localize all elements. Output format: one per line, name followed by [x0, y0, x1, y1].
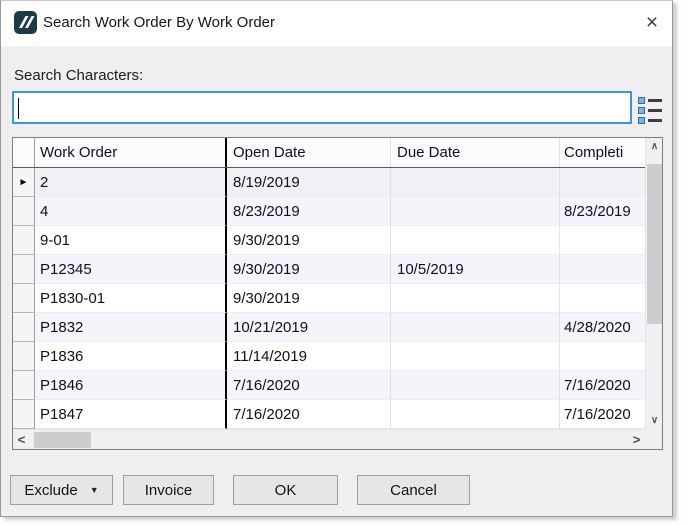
cell-work-order: 9-01: [35, 226, 227, 255]
row-selector-marker-icon[interactable]: ►: [13, 168, 35, 197]
scroll-down-icon[interactable]: ∨: [650, 415, 659, 426]
row-selector[interactable]: [13, 226, 35, 255]
work-order-table: Work Order Open Date Due Date Completi ►…: [12, 137, 663, 450]
table-row[interactable]: P1846 7/16/2020 7/16/2020: [13, 371, 645, 400]
cell-completion: [560, 226, 645, 255]
cell-due-date: [391, 197, 560, 226]
close-icon[interactable]: ×: [645, 11, 659, 34]
cell-open-date: 11/14/2019: [227, 342, 391, 371]
cell-completion: 8/23/2019: [560, 197, 645, 226]
column-header-due-date[interactable]: Due Date: [391, 138, 560, 167]
dialog-title: Search Work Order By Work Order: [43, 14, 276, 31]
row-selector[interactable]: [13, 400, 35, 429]
cell-completion: [560, 255, 645, 284]
cell-due-date: [391, 371, 560, 400]
exclude-button-label: Exclude: [24, 481, 78, 499]
cell-open-date: 9/30/2019: [227, 284, 391, 313]
search-work-order-dialog: Search Work Order By Work Order × Search…: [0, 0, 673, 517]
cell-work-order: 4: [35, 197, 227, 226]
search-input[interactable]: [12, 91, 632, 124]
cell-due-date: [391, 342, 560, 371]
scroll-right-icon[interactable]: >: [632, 432, 641, 447]
cell-work-order: 2: [35, 168, 227, 197]
exclude-button[interactable]: Exclude ▼: [10, 475, 113, 505]
cell-work-order: P1832: [35, 313, 227, 342]
vertical-scrollbar[interactable]: ∧ ∨: [645, 138, 662, 429]
row-selector[interactable]: [13, 342, 35, 371]
cell-open-date: 7/16/2020: [227, 400, 391, 429]
column-header-completion[interactable]: Completi: [564, 144, 624, 161]
cell-completion: 7/16/2020: [560, 371, 645, 400]
cell-due-date: 10/5/2019: [391, 255, 560, 284]
cell-work-order: P12345: [35, 255, 227, 284]
cell-completion: [560, 342, 645, 371]
cell-completion: 4/28/2020: [560, 313, 645, 342]
title-bar: Search Work Order By Work Order ×: [1, 1, 672, 46]
table-row[interactable]: 9-01 9/30/2019: [13, 226, 645, 255]
text-caret: [18, 98, 19, 119]
cell-open-date: 7/16/2020: [227, 371, 391, 400]
cell-work-order: P1830-01: [35, 284, 227, 313]
horizontal-scroll-thumb[interactable]: [34, 432, 91, 448]
app-logo-icon: [14, 11, 37, 34]
table-row[interactable]: P1832 10/21/2019 4/28/2020: [13, 313, 645, 342]
scrollbar-corner: [645, 429, 662, 449]
cell-completion: [560, 284, 645, 313]
cell-due-date: [391, 226, 560, 255]
row-selector[interactable]: [13, 284, 35, 313]
invoice-button[interactable]: Invoice: [123, 475, 214, 505]
table-row[interactable]: P1830-01 9/30/2019: [13, 284, 645, 313]
cell-open-date: 9/30/2019: [227, 226, 391, 255]
cell-due-date: [391, 313, 560, 342]
table-body: Work Order Open Date Due Date Completi ►…: [13, 138, 645, 429]
column-header-work-order[interactable]: Work Order: [35, 138, 227, 167]
cell-work-order: P1846: [35, 371, 227, 400]
search-characters-label: Search Characters:: [14, 67, 144, 84]
row-selector[interactable]: [13, 371, 35, 400]
vertical-scroll-thumb[interactable]: [647, 164, 662, 324]
cell-open-date: 9/30/2019: [227, 255, 391, 284]
ok-button[interactable]: OK: [233, 475, 338, 505]
cell-work-order: P1836: [35, 342, 227, 371]
cell-due-date: [391, 284, 560, 313]
cancel-button[interactable]: Cancel: [357, 475, 470, 505]
header-selector-cell: [13, 138, 35, 167]
horizontal-scrollbar[interactable]: < >: [13, 429, 645, 449]
cell-open-date: 8/23/2019: [227, 197, 391, 226]
cell-open-date: 8/19/2019: [227, 168, 391, 197]
table-row[interactable]: 4 8/23/2019 8/23/2019: [13, 197, 645, 226]
table-row[interactable]: P1847 7/16/2020 7/16/2020: [13, 400, 645, 429]
cell-due-date: [391, 168, 560, 197]
table-row[interactable]: ► 2 8/19/2019: [13, 168, 645, 197]
cell-completion: [560, 168, 645, 197]
table-row[interactable]: P1836 11/14/2019: [13, 342, 645, 371]
cell-open-date: 10/21/2019: [227, 313, 391, 342]
cell-due-date: [391, 400, 560, 429]
row-selector[interactable]: [13, 255, 35, 284]
cell-work-order: P1847: [35, 400, 227, 429]
row-selector[interactable]: [13, 313, 35, 342]
table-row[interactable]: P12345 9/30/2019 10/5/2019: [13, 255, 645, 284]
table-header-row: Work Order Open Date Due Date Completi: [13, 138, 645, 168]
dropdown-arrow-icon: ▼: [89, 485, 99, 495]
cell-completion: 7/16/2020: [560, 400, 645, 429]
scroll-left-icon[interactable]: <: [17, 432, 26, 447]
list-view-icon[interactable]: [638, 97, 663, 124]
row-selector[interactable]: [13, 197, 35, 226]
column-header-open-date[interactable]: Open Date: [227, 138, 391, 167]
scroll-up-icon[interactable]: ∧: [650, 141, 659, 152]
